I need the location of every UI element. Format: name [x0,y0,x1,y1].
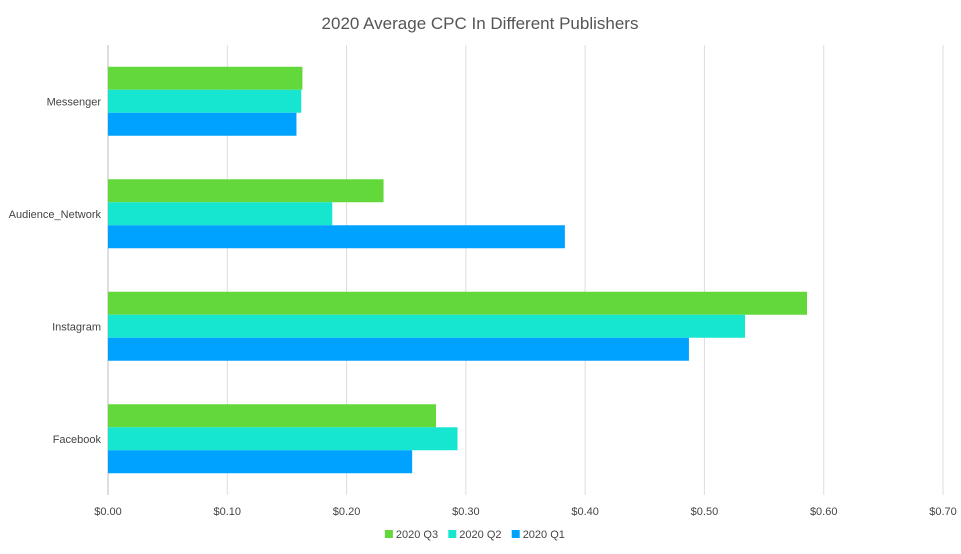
x-tick-label: $0.30 [452,506,480,518]
category-labels: Messenger Audience_Network Instagram Facebo… [9,96,102,446]
bar-instagram-2020-q1 [108,337,689,361]
bar-messenger-2020-q1 [108,112,297,136]
bar-messenger-2020-q2 [108,89,302,113]
legend-swatch-2020-q1 [511,530,520,538]
legend-label-2020-q1: 2020 Q1 [523,529,565,541]
legend-item-2020-q2[interactable]: 2020 Q2 [448,529,502,541]
legend-label-2020-q2: 2020 Q2 [459,529,501,541]
legend-swatch-2020-q3 [384,530,393,538]
x-tick-label: $0.70 [929,506,957,518]
x-axis-tick-labels: $0.00 $0.10 $0.20 $0.30 $0.40 $0.50 $0.60 $0.70 [94,506,957,518]
chart-title: 2020 Average CPC In Different Publishers [322,14,639,33]
bar-audience-network-2020-q1 [108,225,565,249]
bar-facebook-2020-q3 [108,404,437,428]
category-label-messenger: Messenger [47,96,102,108]
bar-audience-network-2020-q3 [108,179,384,203]
legend: 2020 Q3 2020 Q2 2020 Q1 [384,529,565,541]
category-label-facebook: Facebook [53,434,102,446]
legend-item-2020-q3[interactable]: 2020 Q3 [384,529,438,541]
bar-facebook-2020-q2 [108,427,458,451]
legend-item-2020-q1[interactable]: 2020 Q1 [511,529,565,541]
x-tick-label: $0.00 [94,506,122,518]
legend-swatch-2020-q2 [448,530,457,538]
x-tick-label: $0.60 [810,506,838,518]
bar-instagram-2020-q3 [108,291,808,315]
bar-facebook-2020-q1 [108,450,413,474]
bars [108,66,808,474]
bar-messenger-2020-q3 [108,66,303,90]
bar-instagram-2020-q2 [108,314,745,338]
bar-audience-network-2020-q2 [108,202,333,226]
x-tick-label: $0.20 [333,506,361,518]
x-tick-label: $0.50 [691,506,719,518]
legend-label-2020-q3: 2020 Q3 [396,529,438,541]
category-label-instagram: Instagram [52,321,101,333]
category-label-audience-network: Audience_Network [9,209,102,221]
x-tick-label: $0.40 [571,506,599,518]
x-tick-label: $0.10 [214,506,242,518]
